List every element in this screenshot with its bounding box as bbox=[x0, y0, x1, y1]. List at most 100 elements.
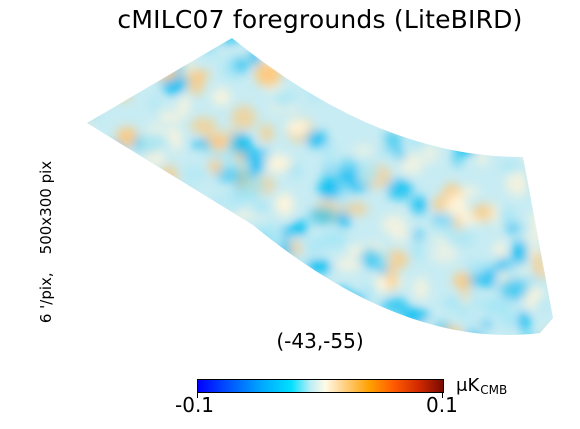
texture-blob bbox=[190, 257, 211, 270]
texture-blob bbox=[87, 235, 96, 248]
texture-blob bbox=[231, 105, 257, 131]
texture-blob bbox=[193, 330, 211, 336]
texture-blob bbox=[511, 240, 528, 265]
texture-blob bbox=[236, 210, 247, 221]
texture-blob bbox=[99, 51, 124, 72]
texture-blob bbox=[319, 230, 348, 249]
texture-blob bbox=[335, 257, 362, 272]
texture-blob bbox=[87, 239, 102, 253]
texture-blob bbox=[454, 41, 485, 62]
texture-blob bbox=[336, 286, 349, 307]
texture-blob bbox=[455, 105, 484, 115]
texture-blob bbox=[419, 320, 430, 336]
texture-blob bbox=[193, 38, 214, 50]
texture-blob bbox=[386, 178, 414, 200]
texture-blob bbox=[223, 191, 248, 201]
texture-blob bbox=[505, 222, 521, 234]
texture-blob bbox=[116, 126, 138, 148]
texture-blob bbox=[279, 302, 309, 313]
texture-blob bbox=[87, 79, 92, 104]
texture-blob bbox=[488, 69, 501, 78]
texture-blob bbox=[496, 207, 517, 225]
texture-blob bbox=[125, 327, 137, 336]
texture-blob bbox=[369, 65, 380, 91]
texture-blob bbox=[173, 269, 194, 288]
texture-blob bbox=[202, 242, 219, 260]
texture-blob bbox=[110, 189, 123, 212]
texture-blob bbox=[118, 259, 136, 285]
texture-blob bbox=[217, 23, 229, 32]
texture-blob bbox=[99, 248, 125, 263]
texture-blob bbox=[400, 307, 430, 327]
texture-blob bbox=[477, 150, 487, 165]
texture-blob bbox=[333, 294, 363, 311]
texture-blob bbox=[198, 211, 210, 229]
colorbar-gradient bbox=[197, 379, 444, 393]
texture-blob bbox=[530, 122, 553, 147]
texture-blob bbox=[255, 222, 282, 248]
texture-blob bbox=[293, 219, 307, 236]
texture-blob bbox=[93, 310, 112, 326]
texture-blob bbox=[153, 51, 180, 65]
texture-blob bbox=[467, 95, 482, 110]
texture-blob bbox=[531, 170, 541, 192]
texture-blob bbox=[328, 317, 353, 327]
texture-blob bbox=[87, 69, 104, 95]
texture-blob bbox=[453, 271, 472, 290]
texture-blob bbox=[124, 308, 137, 333]
texture-blob bbox=[521, 334, 543, 336]
texture-blob bbox=[263, 258, 288, 276]
texture-blob bbox=[479, 319, 493, 329]
texture-blob bbox=[444, 194, 469, 218]
texture-blob bbox=[268, 272, 280, 296]
texture-blob bbox=[373, 336, 381, 350]
texture-blob bbox=[411, 240, 423, 262]
texture-blob bbox=[308, 89, 323, 101]
texture-blob bbox=[237, 231, 261, 254]
texture-blob bbox=[233, 56, 250, 74]
texture-blob bbox=[114, 91, 132, 101]
texture-blob bbox=[428, 111, 443, 123]
texture-blob bbox=[342, 202, 369, 216]
texture-blob bbox=[547, 137, 553, 162]
texture-blob bbox=[75, 121, 83, 146]
texture-blob bbox=[103, 141, 126, 159]
texture-blob bbox=[431, 196, 448, 213]
texture-blob bbox=[530, 210, 544, 234]
texture-blob bbox=[256, 235, 278, 255]
texture-blob bbox=[117, 38, 132, 39]
texture-blob bbox=[560, 78, 575, 99]
texture-blob bbox=[381, 214, 407, 235]
texture-blob bbox=[158, 307, 168, 329]
texture-blob bbox=[87, 301, 94, 318]
texture-blob bbox=[206, 219, 220, 229]
texture-blob bbox=[103, 331, 125, 336]
texture-blob bbox=[556, 220, 578, 241]
texture-blob bbox=[119, 179, 139, 193]
texture-blob bbox=[169, 38, 188, 48]
texture-blob bbox=[431, 221, 457, 238]
texture-blob bbox=[295, 301, 323, 327]
unit-prefix: μK bbox=[456, 375, 480, 396]
foreground-texture bbox=[66, 23, 578, 350]
texture-blob bbox=[87, 110, 95, 121]
texture-blob bbox=[125, 182, 139, 204]
texture-blob bbox=[87, 168, 108, 189]
texture-blob bbox=[518, 310, 530, 332]
texture-blob bbox=[359, 247, 381, 269]
texture-blob bbox=[494, 72, 507, 95]
texture-blob bbox=[121, 73, 130, 94]
texture-blob bbox=[113, 294, 131, 312]
texture-blob bbox=[270, 38, 290, 49]
texture-blob bbox=[346, 292, 365, 311]
texture-blob bbox=[531, 140, 553, 152]
texture-blob bbox=[219, 261, 231, 274]
texture-blob bbox=[397, 60, 426, 84]
texture-blob bbox=[426, 118, 441, 133]
texture-blob bbox=[547, 194, 553, 211]
texture-blob bbox=[87, 38, 110, 44]
texture-blob bbox=[216, 38, 242, 45]
texture-blob bbox=[66, 250, 83, 269]
texture-blob bbox=[321, 140, 336, 166]
